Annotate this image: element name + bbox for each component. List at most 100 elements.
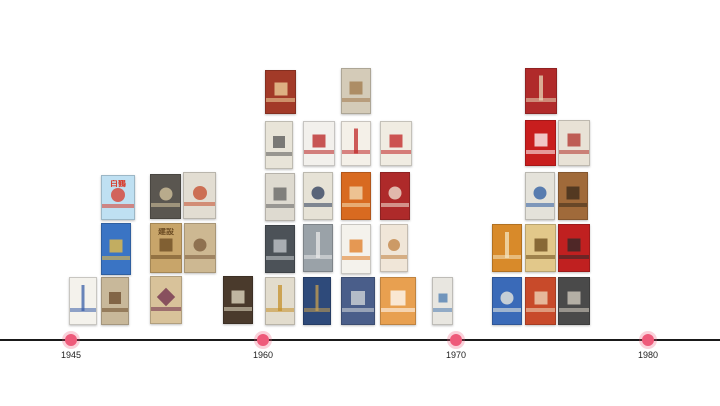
pack-band xyxy=(493,308,521,312)
pack-band xyxy=(381,255,407,259)
cigarette-pack-3: 白鶴 xyxy=(101,175,135,220)
pack-emblem xyxy=(315,285,319,311)
cigarette-pack-35 xyxy=(492,224,522,272)
cigarette-pack-13 xyxy=(265,173,295,221)
cigarette-pack-4 xyxy=(101,223,131,275)
pack-emblem xyxy=(273,136,285,148)
year-label-1970: 1970 xyxy=(445,350,467,360)
pack-band xyxy=(559,203,587,207)
pack-emblem xyxy=(349,239,363,253)
pack-band xyxy=(266,256,294,260)
pack-band xyxy=(185,255,215,259)
pack-band xyxy=(304,150,334,154)
timeline-marker-1980 xyxy=(642,334,654,346)
pack-emblem xyxy=(312,134,326,148)
pack-emblem xyxy=(231,290,245,304)
pack-emblem xyxy=(349,186,363,200)
pack-emblem xyxy=(109,239,123,253)
pack-emblem xyxy=(316,232,320,258)
pack-emblem xyxy=(156,287,176,307)
cigarette-pack-14 xyxy=(265,225,295,273)
pack-emblem xyxy=(534,238,547,252)
pack-band xyxy=(266,204,294,208)
cigarette-pack-15 xyxy=(265,277,295,325)
cigarette-pack-9 xyxy=(184,223,216,273)
cigarette-pack-20 xyxy=(341,68,371,114)
cigarette-pack-19 xyxy=(303,277,331,325)
pack-band xyxy=(266,98,295,102)
pack-emblem xyxy=(388,186,402,200)
pack-band xyxy=(184,202,215,206)
cigarette-pack-38 xyxy=(492,277,522,325)
cigarette-pack-31 xyxy=(525,120,556,166)
pack-emblem xyxy=(566,186,580,200)
cigarette-pack-2 xyxy=(101,277,129,325)
cigarette-pack-1 xyxy=(69,277,97,325)
cigarette-pack-5 xyxy=(150,174,181,219)
pack-band xyxy=(526,255,555,259)
pack-band xyxy=(559,150,589,154)
pack-emblem xyxy=(159,238,173,252)
pack-emblem xyxy=(500,291,514,305)
cigarette-pack-25 xyxy=(380,121,412,166)
cigarette-pack-28 xyxy=(380,277,416,325)
cigarette-pack-23 xyxy=(341,224,371,274)
pack-band xyxy=(342,308,374,312)
pack-emblem xyxy=(505,232,509,258)
cigarette-pack-21 xyxy=(341,121,371,166)
pack-band xyxy=(342,98,370,102)
pack-emblem xyxy=(539,75,543,101)
year-label-1945: 1945 xyxy=(60,350,82,360)
timeline-axis xyxy=(0,339,720,341)
pack-emblem xyxy=(159,187,172,201)
timeline-marker-1960 xyxy=(257,334,269,346)
cigarette-pack-36 xyxy=(525,224,556,272)
pack-band xyxy=(342,203,370,207)
pack-emblem xyxy=(567,133,581,147)
cigarette-pack-40 xyxy=(558,277,590,325)
cigarette-pack-22 xyxy=(341,172,371,220)
pack-title: 建設 xyxy=(158,228,174,236)
pack-emblem xyxy=(192,186,207,200)
pack-emblem xyxy=(273,239,287,253)
cigarette-pack-8 xyxy=(183,172,216,219)
pack-emblem xyxy=(81,285,85,311)
cigarette-pack-26 xyxy=(380,172,410,220)
year-label-1980: 1980 xyxy=(637,350,659,360)
pack-band xyxy=(381,308,415,312)
pack-emblem xyxy=(389,134,403,148)
cigarette-pack-24 xyxy=(341,277,375,325)
pack-emblem xyxy=(351,291,365,305)
pack-band xyxy=(526,203,554,207)
cigarette-pack-18 xyxy=(303,224,333,272)
pack-emblem xyxy=(349,81,363,95)
cigarette-pack-34 xyxy=(558,172,588,220)
pack-emblem xyxy=(193,238,207,252)
pack-band xyxy=(224,307,252,311)
pack-title: 白鶴 xyxy=(110,180,126,188)
pack-emblem xyxy=(567,238,581,252)
year-label-1960: 1960 xyxy=(252,350,274,360)
pack-emblem xyxy=(111,188,125,202)
cigarette-pack-37 xyxy=(558,224,590,272)
pack-emblem xyxy=(274,82,287,96)
pack-emblem xyxy=(311,186,325,200)
cigarette-pack-10 xyxy=(223,276,253,324)
cigarette-pack-33 xyxy=(525,172,555,220)
pack-band xyxy=(151,203,180,207)
pack-band xyxy=(102,204,134,208)
cigarette-pack-11 xyxy=(265,70,296,114)
cigarette-pack-7 xyxy=(150,276,182,324)
cigarette-pack-27 xyxy=(380,224,408,272)
pack-band xyxy=(304,203,332,207)
pack-band xyxy=(342,256,370,260)
pack-band xyxy=(381,150,411,154)
cigarette-pack-6: 建設 xyxy=(150,223,182,273)
pack-emblem xyxy=(533,186,547,200)
pack-emblem xyxy=(534,133,547,147)
pack-emblem xyxy=(438,293,447,303)
cigarette-pack-29 xyxy=(432,277,453,325)
pack-band xyxy=(102,308,128,312)
pack-band xyxy=(151,255,181,259)
